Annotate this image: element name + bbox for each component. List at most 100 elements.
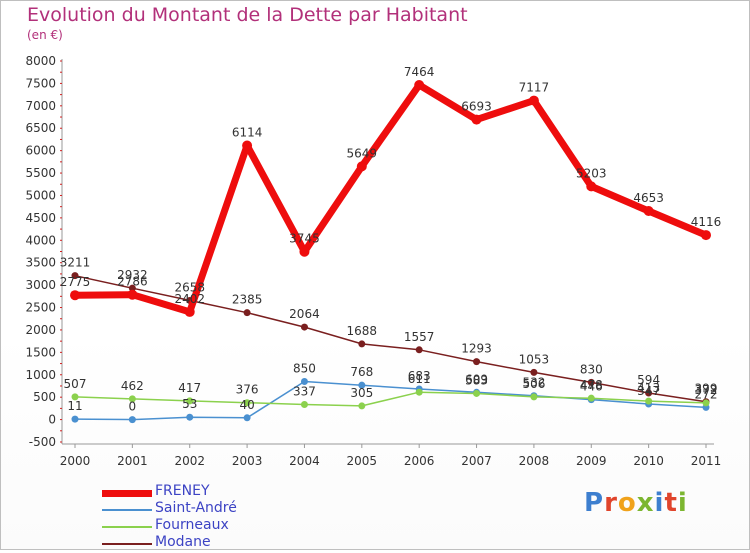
x-tick-label: 2010 — [633, 454, 664, 468]
data-label-fourneaux: 462 — [121, 379, 144, 393]
legend-label-saint-andr-: Saint-André — [155, 500, 237, 516]
data-point-saint-andr- — [186, 413, 194, 421]
x-tick-label: 2005 — [347, 454, 378, 468]
x-tick-label: 2000 — [60, 454, 91, 468]
chart-title: Evolution du Montant de la Dette par Hab… — [27, 4, 468, 26]
data-point-fourneaux — [702, 399, 710, 407]
data-label-fourneaux: 337 — [293, 384, 316, 398]
y-tick-label: 2000 — [25, 323, 56, 337]
data-label-freney: 4116 — [691, 215, 722, 229]
data-label-freney: 2402 — [174, 292, 205, 306]
data-point-modane — [128, 284, 136, 292]
data-label-fourneaux: 507 — [64, 377, 87, 391]
data-point-fourneaux — [186, 397, 194, 405]
logo-letter: o — [617, 488, 637, 518]
legend-swatch-freney — [102, 490, 152, 497]
data-label-modane: 1053 — [519, 352, 550, 366]
data-point-freney — [701, 230, 711, 241]
data-point-modane — [587, 378, 595, 386]
data-point-freney — [242, 140, 253, 151]
data-point-fourneaux — [243, 399, 251, 407]
data-label-saint-andr-: 40 — [239, 398, 254, 412]
data-label-freney: 5649 — [347, 146, 378, 160]
data-label-freney: 7464 — [404, 65, 435, 79]
data-point-freney — [299, 246, 310, 257]
data-label-freney: 6114 — [232, 126, 263, 140]
data-point-modane — [645, 389, 653, 397]
series-line-modane — [74, 274, 707, 403]
data-point-modane — [243, 309, 251, 317]
data-label-saint-andr-: 609 — [465, 372, 488, 386]
y-tick-label: 5000 — [25, 188, 56, 202]
data-label-freney: 3745 — [289, 232, 320, 246]
data-point-freney — [127, 289, 138, 300]
y-tick-label: 5500 — [25, 166, 56, 180]
y-tick-label: 1500 — [25, 345, 56, 359]
data-point-fourneaux — [587, 394, 595, 402]
data-point-modane — [473, 358, 481, 366]
x-tick-label: 2009 — [576, 454, 607, 468]
data-point-modane — [530, 368, 538, 376]
data-point-modane — [415, 346, 423, 354]
data-label-fourneaux: 417 — [178, 381, 201, 395]
data-point-saint-andr- — [71, 415, 79, 423]
data-point-freney — [471, 114, 482, 125]
logo-letter: x — [636, 488, 655, 518]
data-label-saint-andr-: 11 — [67, 399, 82, 413]
data-point-freney — [643, 206, 654, 217]
legend-label-modane: Modane — [155, 534, 211, 550]
x-tick-label: 2007 — [461, 454, 492, 468]
logo-letter: r — [604, 488, 618, 518]
data-point-fourneaux — [300, 400, 308, 408]
x-tick-label: 2001 — [117, 454, 148, 468]
data-label-saint-andr-: 532 — [522, 376, 545, 390]
y-tick-label: 8000 — [25, 54, 56, 68]
data-label-modane: 2064 — [289, 307, 320, 321]
data-point-saint-andr- — [243, 414, 251, 422]
data-label-fourneaux: 413 — [637, 381, 660, 395]
data-label-freney: 2786 — [117, 275, 148, 289]
data-point-saint-andr- — [300, 377, 308, 385]
data-point-fourneaux — [71, 393, 79, 401]
logo-letter: P — [584, 488, 605, 518]
data-point-saint-andr- — [128, 416, 136, 424]
legend-label-freney: FRENEY — [155, 483, 210, 499]
data-labels: 3211 2932 2658 2385 2064 1688 1557 1293 1053 830 5… — [60, 65, 722, 414]
logo-letter: i — [654, 488, 665, 518]
data-label-saint-andr-: 347 — [637, 384, 660, 398]
data-point-fourneaux — [415, 388, 423, 396]
legend-swatch-fourneaux — [102, 526, 152, 528]
data-label-modane: 2932 — [117, 268, 148, 282]
data-point-modane — [358, 340, 366, 348]
data-point-fourneaux — [473, 389, 481, 397]
data-label-fourneaux: 506 — [522, 377, 545, 391]
logo-letter: t — [664, 488, 678, 518]
data-label-freney: 2775 — [60, 275, 91, 289]
data-label-modane: 3211 — [60, 256, 91, 270]
data-label-fourneaux: 611 — [408, 372, 431, 386]
proxiti-logo: Proxiti — [584, 488, 688, 518]
data-point-freney — [528, 95, 539, 106]
x-tick-label: 2006 — [404, 454, 435, 468]
data-point-fourneaux — [530, 393, 538, 401]
data-label-freney: 5203 — [576, 166, 607, 180]
x-tick-label: 2003 — [232, 454, 263, 468]
x-tick-label: 2002 — [174, 454, 205, 468]
data-point-freney — [356, 161, 367, 172]
data-point-fourneaux — [128, 395, 136, 403]
x-tick-label: 2008 — [519, 454, 550, 468]
data-point-freney — [184, 306, 195, 317]
data-point-saint-andr- — [358, 381, 366, 389]
chart-unit-subtitle: (en €) — [27, 28, 63, 42]
data-label-fourneaux: 376 — [236, 383, 259, 397]
data-label-saint-andr-: 683 — [408, 369, 431, 383]
data-label-modane: 594 — [637, 373, 660, 387]
y-tick-label: 3000 — [25, 278, 56, 292]
data-point-freney — [70, 290, 80, 301]
data-point-freney — [586, 181, 597, 192]
series-line-freney — [71, 81, 710, 316]
data-label-modane: 399 — [695, 382, 718, 396]
legend-swatch-saint-andr- — [102, 509, 152, 511]
